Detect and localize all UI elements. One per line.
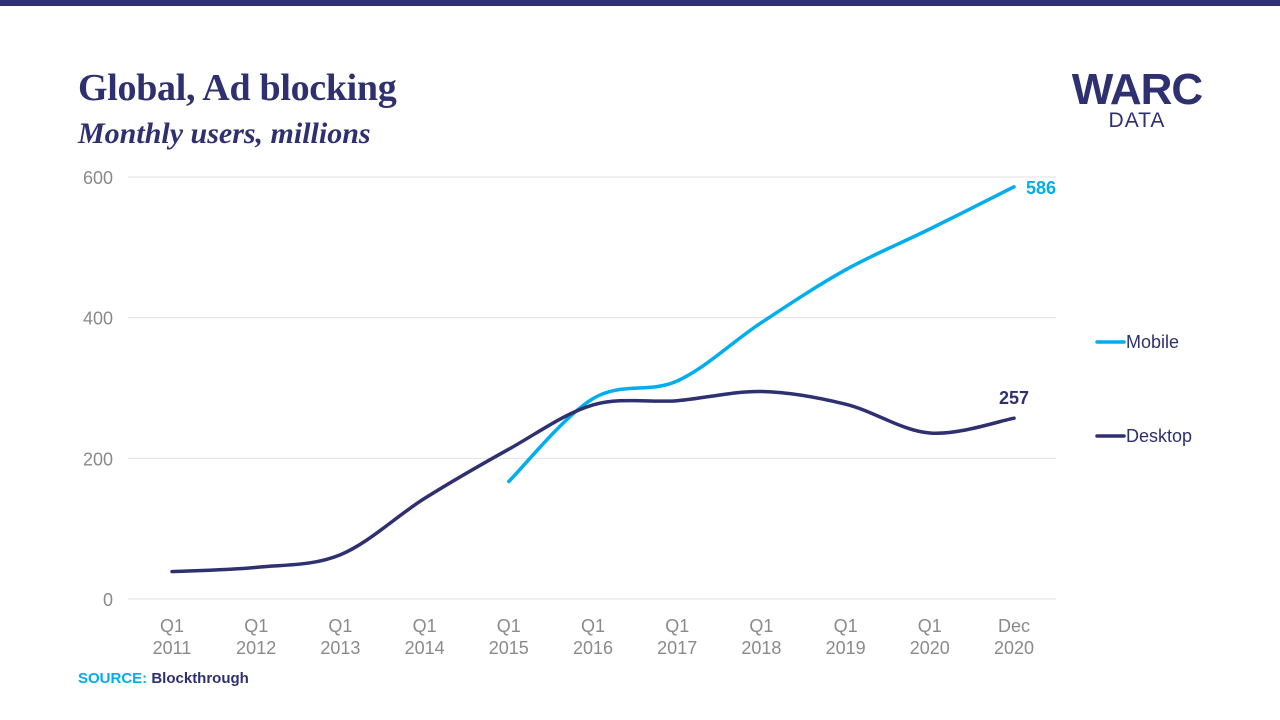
- desktop-data-point: [507, 447, 511, 451]
- warc-data-logo: WARC DATA: [1062, 68, 1212, 132]
- source-label: SOURCE:: [78, 670, 148, 687]
- x-tick-label: Q1 2013: [320, 616, 360, 658]
- logo-wordmark: WARC: [1071, 65, 1203, 114]
- source-value: Blockthrough: [151, 670, 249, 687]
- desktop-data-point: [591, 403, 595, 407]
- desktop-data-point: [1012, 416, 1016, 420]
- y-tick-label: 400: [83, 309, 113, 329]
- mobile-data-point: [507, 480, 511, 484]
- x-tick-label: Q1 2018: [741, 616, 781, 658]
- desktop-data-point: [423, 496, 427, 500]
- x-tick-label: Q1 2011: [153, 616, 192, 658]
- desktop-data-point: [759, 390, 763, 394]
- x-tick-label: Dec 2020: [994, 616, 1034, 658]
- logo-subtext: DATA: [1108, 109, 1166, 132]
- mobile-data-point: [591, 397, 595, 401]
- x-tick-label: Q1 2019: [826, 616, 866, 658]
- desktop-data-point: [170, 570, 174, 574]
- mobile-series-line: [507, 185, 1016, 484]
- chart-title: Global, Ad blocking: [78, 67, 397, 109]
- desktop-data-point: [338, 553, 342, 557]
- top-accent-bar: [0, 0, 1280, 6]
- mobile-data-point: [928, 227, 932, 231]
- desktop-end-label: 257: [999, 388, 1029, 408]
- x-tick-label: Q1 2017: [657, 616, 697, 658]
- mobile-data-point: [675, 379, 679, 383]
- desktop-data-point: [675, 399, 679, 403]
- desktop-data-point: [844, 402, 848, 406]
- x-tick-label: Q1 2012: [236, 616, 276, 658]
- mobile-legend-label: Mobile: [1126, 332, 1179, 352]
- desktop-data-point: [928, 431, 932, 435]
- x-tick-label: Q1 2016: [573, 616, 613, 658]
- y-tick-label: 200: [83, 449, 113, 469]
- mobile-data-point: [844, 268, 848, 272]
- chart-subtitle: Monthly users, millions: [78, 117, 371, 150]
- desktop-series-line: [170, 389, 1016, 574]
- mobile-data-point: [1012, 185, 1016, 189]
- x-tick-label: Q1 2014: [405, 616, 445, 658]
- y-tick-label: 600: [83, 168, 113, 188]
- x-tick-label: Q1 2015: [489, 616, 529, 658]
- mobile-end-label: 586: [1026, 178, 1056, 198]
- y-tick-label: 0: [103, 590, 113, 610]
- desktop-legend-label: Desktop: [1126, 426, 1192, 446]
- x-tick-label: Q1 2020: [910, 616, 950, 658]
- mobile-data-point: [759, 321, 763, 325]
- source-note: SOURCE: Blockthrough: [78, 670, 249, 687]
- desktop-data-point: [254, 565, 258, 569]
